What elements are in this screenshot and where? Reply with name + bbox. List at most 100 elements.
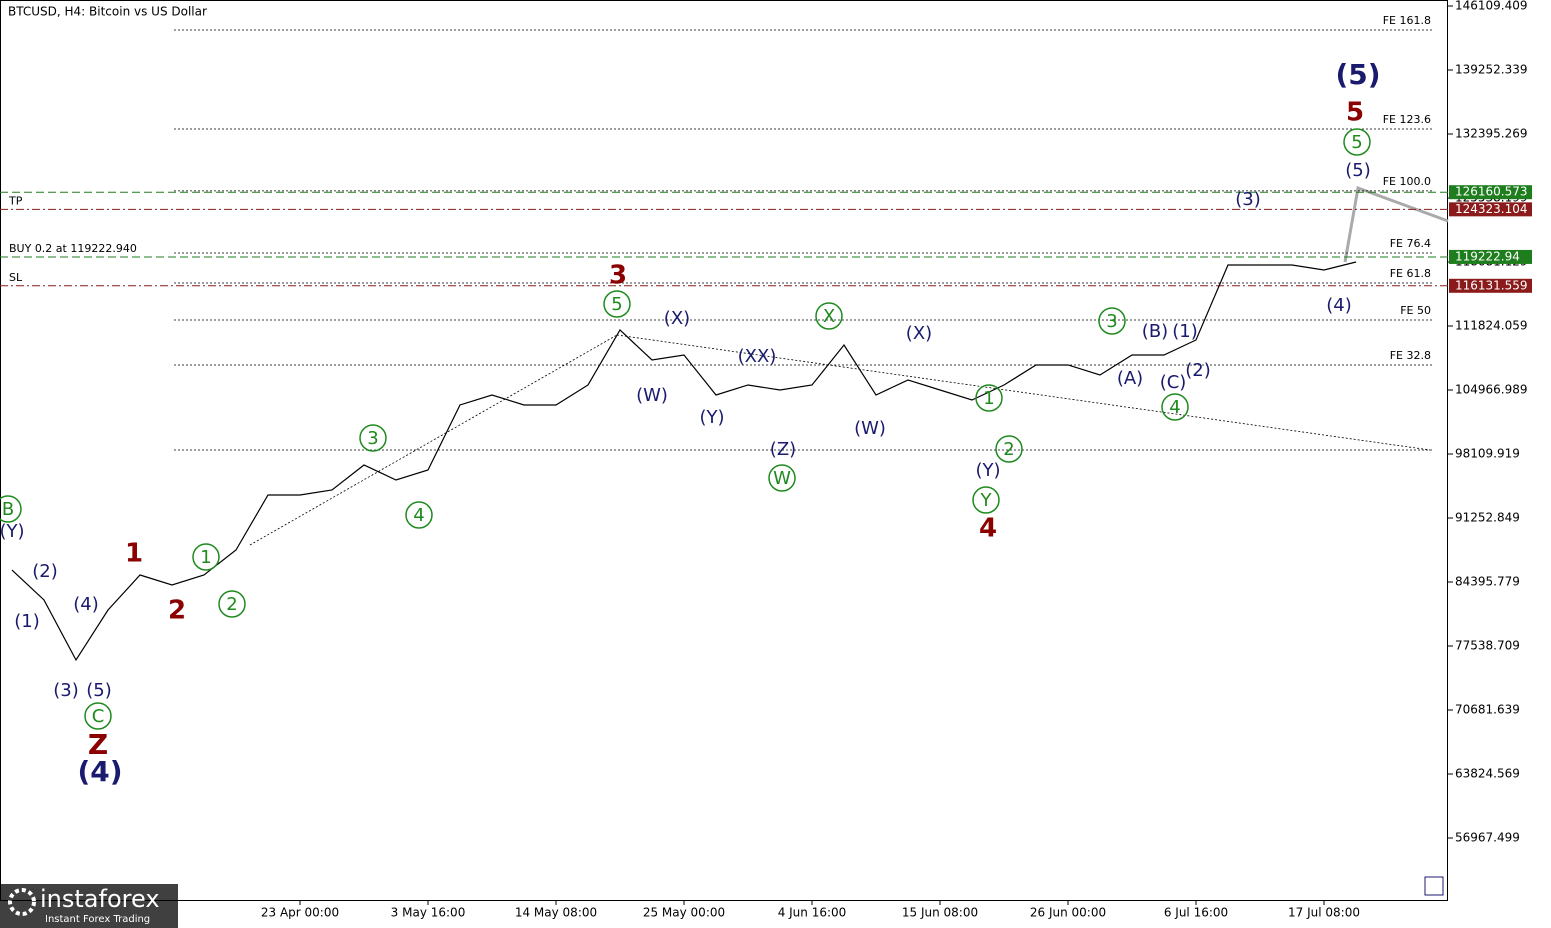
price-tag xyxy=(1449,202,1532,217)
wave-circle xyxy=(0,495,22,523)
wave-circle xyxy=(218,590,246,618)
wave-label: (X) xyxy=(906,323,932,344)
order-label: SL xyxy=(9,271,23,284)
wave-label: X xyxy=(823,306,835,327)
wave-label: (W) xyxy=(636,385,668,406)
x-tick-label: 26 Jun 00:00 xyxy=(1030,906,1106,920)
wave-label: C xyxy=(92,706,105,727)
wave-label: B xyxy=(2,499,14,520)
fe-label: FE 161.8 xyxy=(1383,14,1431,27)
x-tick-label: 14 May 08:00 xyxy=(515,906,597,920)
fe-label: FE 100.0 xyxy=(1383,175,1431,188)
x-tick-label: 17 Jul 08:00 xyxy=(1288,906,1360,920)
wave-label: 4 xyxy=(413,505,424,526)
wave-label: (5) xyxy=(1335,58,1380,91)
order-label: BUY 0.2 at 119222.940 xyxy=(9,242,137,255)
wave-label: (5) xyxy=(86,680,112,701)
y-tick-label: 84395.779 xyxy=(1455,575,1520,589)
y-tick-label: 91252.849 xyxy=(1455,511,1520,525)
wave-label: (Y) xyxy=(975,460,1000,481)
wave-label: Y xyxy=(980,490,993,511)
wave-label: 2 xyxy=(168,596,186,626)
wave-label: 3 xyxy=(1106,311,1117,332)
wave-circle xyxy=(1098,307,1126,335)
wave-label: 1 xyxy=(125,539,143,569)
logo-icon xyxy=(8,888,36,916)
wave-circle xyxy=(972,486,1000,514)
wave-label: Z xyxy=(88,728,108,761)
wave-label: (1) xyxy=(14,611,40,632)
trend-line xyxy=(616,334,1431,451)
wave-circle xyxy=(603,290,631,318)
wave-circle xyxy=(84,702,112,730)
price-line xyxy=(11,261,1357,662)
wave-circle xyxy=(975,384,1003,412)
price-tag xyxy=(1449,278,1532,293)
wave-label: W xyxy=(773,468,791,489)
y-tick-label: 146109.409 xyxy=(1455,0,1528,12)
wave-label: 4 xyxy=(1169,397,1180,418)
wave-label: 3 xyxy=(609,261,627,291)
order-label: TP xyxy=(8,194,23,207)
fe-label: FE 32.8 xyxy=(1390,349,1431,362)
price-tag xyxy=(1449,185,1532,200)
price-tag-label: 119222.94 xyxy=(1455,249,1520,263)
wave-circle xyxy=(405,501,433,529)
price-tag-label: 126160.573 xyxy=(1455,185,1528,199)
wave-label: (3) xyxy=(53,680,79,701)
x-tick-label: 6 Jul 16:00 xyxy=(1164,906,1228,920)
wave-label: (4) xyxy=(1326,295,1352,316)
fe-label: FE 50 xyxy=(1400,304,1431,317)
y-tick-label: 98109.919 xyxy=(1455,447,1520,461)
wave-circle xyxy=(995,435,1023,463)
wave-circle xyxy=(359,424,387,452)
wave-circle xyxy=(1161,393,1189,421)
price-tag xyxy=(1449,249,1532,264)
fe-label: FE 61.8 xyxy=(1390,267,1431,280)
x-tick-label: 23 Apr 00:00 xyxy=(261,906,339,920)
logo-name: instaforex xyxy=(40,885,160,913)
plot-frame xyxy=(0,0,1448,901)
wave-label: (2) xyxy=(32,561,58,582)
price-tag-label: 124323.104 xyxy=(1455,202,1528,216)
wave-label: (4) xyxy=(73,594,99,615)
wave-label: (3) xyxy=(1235,189,1261,210)
fe-label: FE 76.4 xyxy=(1390,237,1431,250)
wave-label: (Y) xyxy=(699,407,724,428)
logo-tagline: Instant Forex Trading xyxy=(45,914,150,925)
wave-label: 5 xyxy=(1351,132,1362,153)
y-tick-label: 104966.989 xyxy=(1455,382,1528,396)
wave-label: (W) xyxy=(854,418,886,439)
wave-label: 5 xyxy=(1346,98,1364,128)
wave-circle xyxy=(1343,128,1371,156)
wave-label: (Y) xyxy=(0,521,25,542)
wave-label: (B) xyxy=(1142,321,1168,342)
wave-label: 1 xyxy=(200,547,211,568)
toolbar-button[interactable] xyxy=(1424,876,1444,896)
y-tick-label: 70681.639 xyxy=(1455,703,1520,717)
wave-circle xyxy=(768,464,796,492)
wave-label: (2) xyxy=(1185,360,1211,381)
chart-title: BTCUSD, H4: Bitcoin vs US Dollar xyxy=(8,5,207,19)
y-tick-label: 56967.499 xyxy=(1455,831,1520,845)
wave-circle xyxy=(192,543,220,571)
y-tick-label: 132395.269 xyxy=(1455,126,1528,140)
wave-label: 2 xyxy=(1003,439,1014,460)
y-tick-label: 63824.569 xyxy=(1455,767,1520,781)
x-tick-label: 3 May 16:00 xyxy=(391,906,466,920)
wave-label: (C) xyxy=(1160,372,1187,393)
x-tick-label: 15 Jun 08:00 xyxy=(902,906,978,920)
x-tick-label: 25 May 00:00 xyxy=(643,906,725,920)
trend-line xyxy=(249,334,618,546)
price-tag-label: 116131.559 xyxy=(1455,278,1528,292)
wave-label: 4 xyxy=(979,514,997,544)
wave-label: (1) xyxy=(1172,321,1198,342)
y-tick-label: 77538.709 xyxy=(1455,639,1520,653)
wave-label: (4) xyxy=(77,755,122,788)
wave-label: (X) xyxy=(664,308,690,329)
wave-label: (5) xyxy=(1345,160,1371,181)
wave-label: (A) xyxy=(1117,368,1143,389)
wave-label: 3 xyxy=(367,428,378,449)
wave-label: 1 xyxy=(983,388,994,409)
